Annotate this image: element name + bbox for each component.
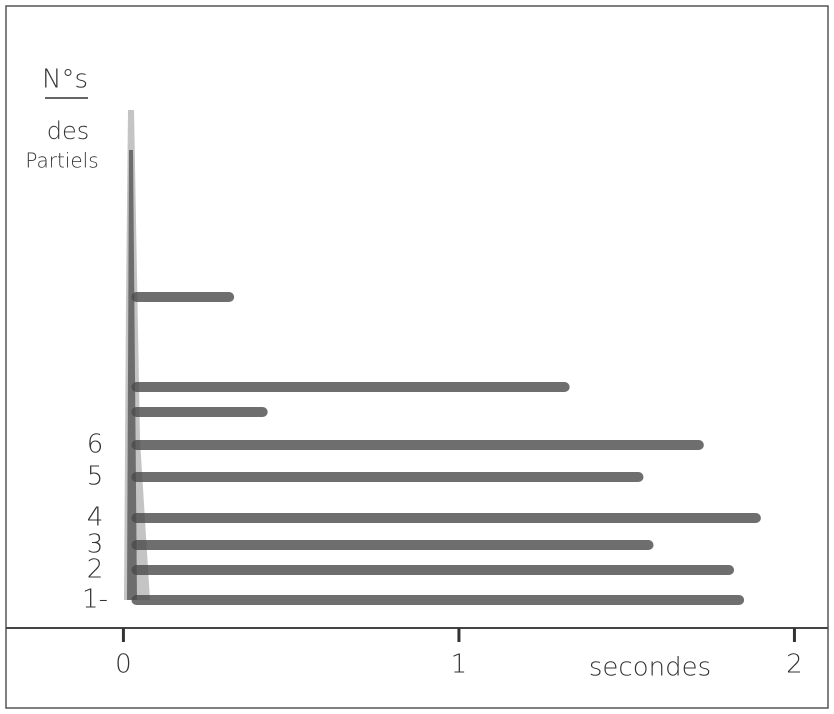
partial-band [131, 292, 235, 302]
x-tick-label: 0 [115, 650, 132, 680]
partial-band [131, 595, 745, 605]
partial-band [131, 513, 761, 523]
partial-band [131, 540, 654, 550]
partial-band [131, 565, 735, 575]
y-tick-label: 3 [87, 530, 104, 560]
x-label: secondes [589, 653, 711, 683]
y-tick-label: 6 [87, 430, 104, 460]
y-tick-label: 1- [82, 585, 108, 615]
partial-band [131, 382, 570, 392]
y-tick-label: 4 [87, 503, 104, 533]
y-tick-label: 5 [87, 462, 104, 492]
onset-line [127, 150, 137, 600]
x-tick-label: 1 [451, 650, 468, 680]
partial-band [131, 472, 644, 482]
partial-band [131, 407, 268, 417]
x-tick-label: 2 [786, 650, 803, 680]
y-tick-label: 2 [87, 555, 104, 585]
y-label: Partiels [25, 149, 98, 173]
frame [5, 5, 829, 709]
y-label: des [47, 117, 90, 145]
y-label: N°s [42, 65, 88, 95]
partial-band [131, 440, 704, 450]
